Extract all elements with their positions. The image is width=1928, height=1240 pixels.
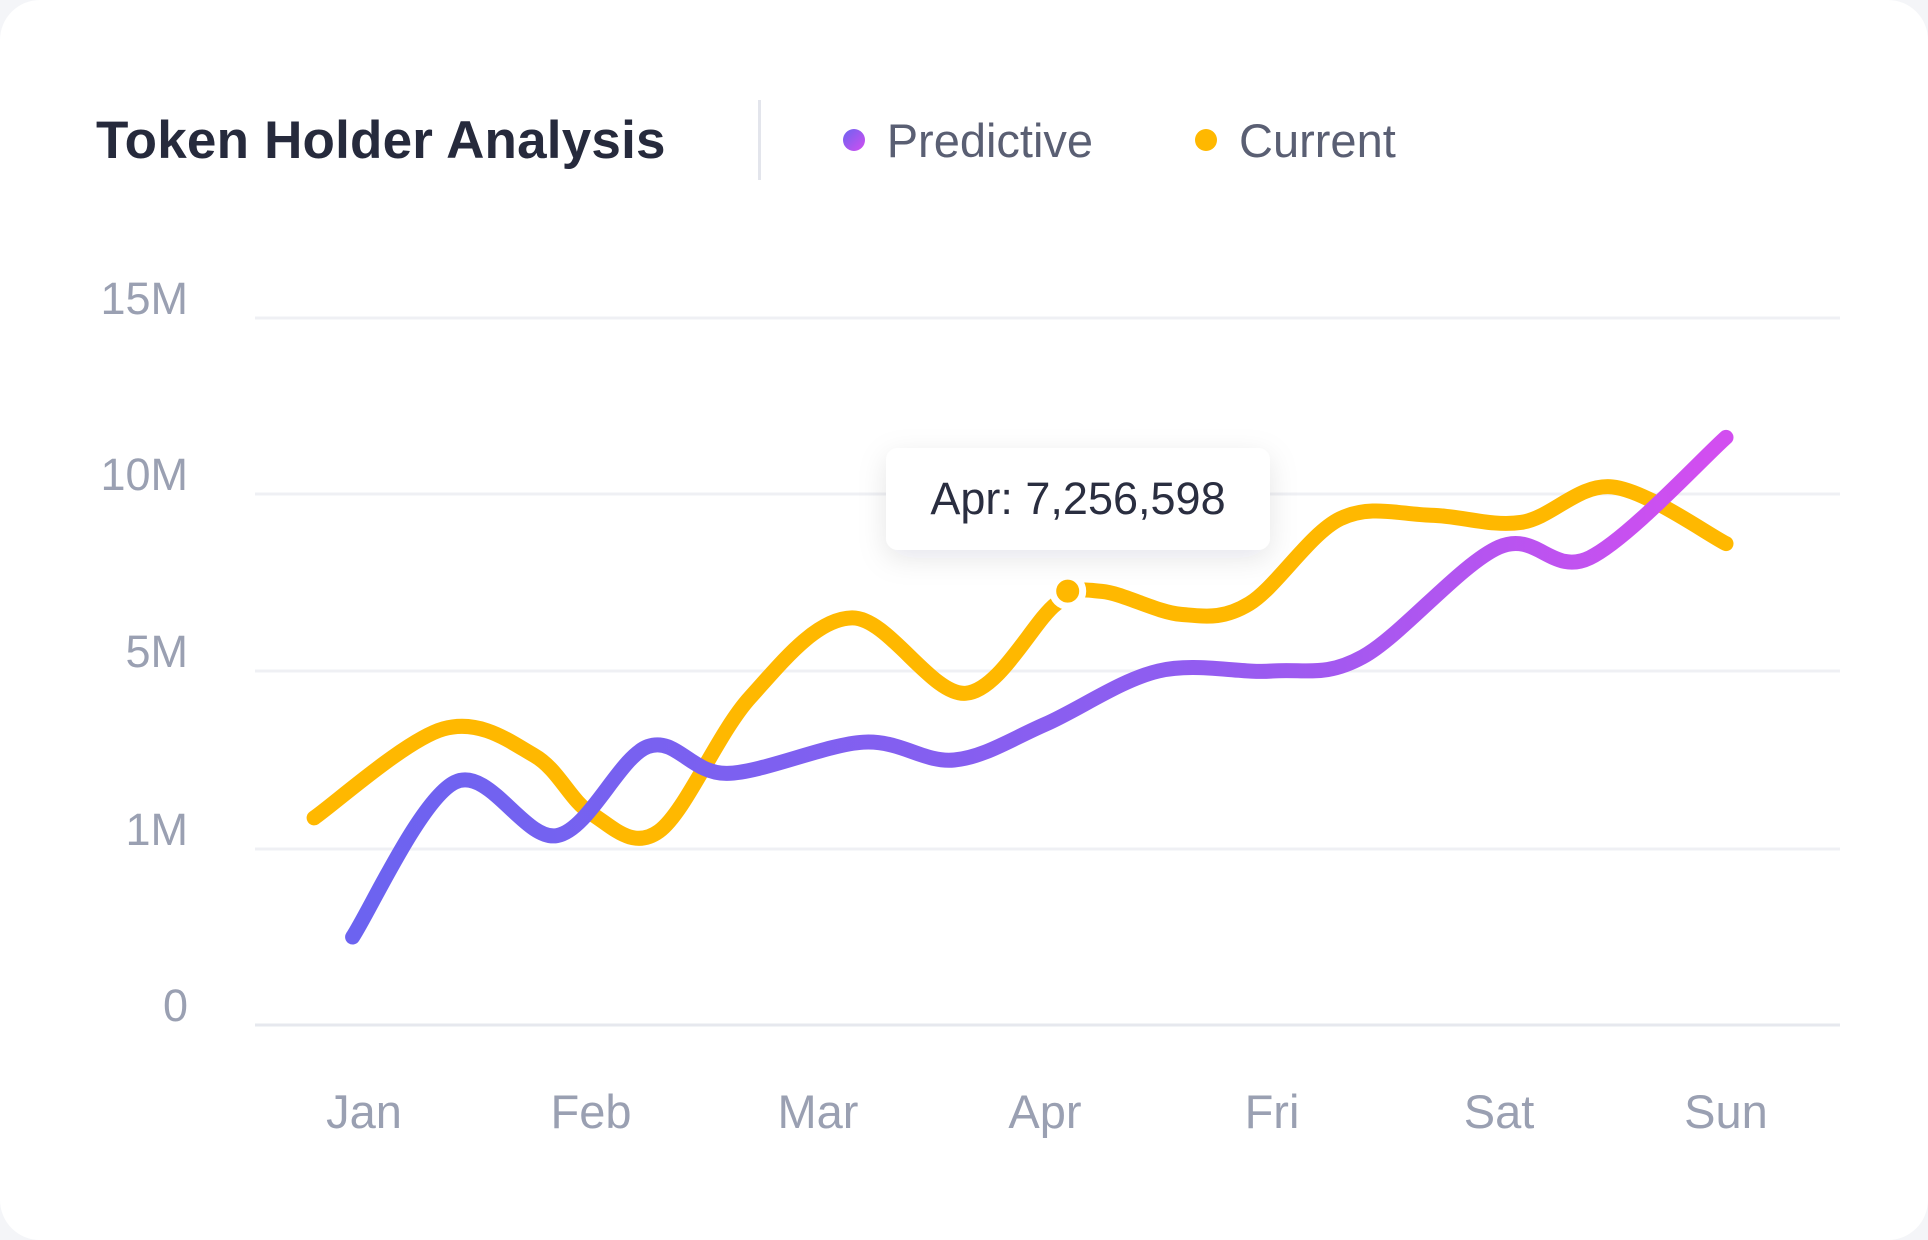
x-tick-label: Mar	[778, 1085, 859, 1138]
legend-dot-predictive	[842, 129, 865, 151]
x-tick-label: Apr	[1008, 1085, 1081, 1138]
x-tick-label: Feb	[551, 1085, 632, 1138]
header-divider	[757, 100, 761, 180]
y-tick-label: 15M	[100, 273, 188, 324]
tooltip-box	[886, 448, 1270, 550]
chart-header: Token Holder Analysis Predictive Current	[96, 100, 1498, 180]
x-axis-ticks: Jan Feb Mar Apr Fri Sat Sun	[326, 1085, 1768, 1138]
x-tick-label: Sun	[1684, 1085, 1768, 1138]
y-tick-label: 1M	[125, 804, 188, 855]
y-tick-label: 5M	[125, 626, 188, 677]
tooltip-label: Apr: 7,256,598	[930, 473, 1225, 524]
x-tick-label: Sat	[1464, 1085, 1535, 1138]
x-tick-label: Fri	[1245, 1085, 1300, 1138]
chart-title: Token Holder Analysis	[96, 110, 666, 170]
tooltip-marker[interactable]	[1049, 572, 1087, 610]
series-line-predictive[interactable]	[345, 429, 1734, 945]
legend-label-current: Current	[1239, 113, 1396, 167]
legend-item-predictive[interactable]: Predictive	[842, 113, 1094, 168]
legend-dot-current	[1195, 129, 1218, 151]
y-tick-label: 10M	[100, 449, 188, 500]
grid-lines	[255, 316, 1840, 1027]
legend-item-current[interactable]: Current	[1195, 113, 1396, 168]
series-lines	[306, 429, 1734, 945]
legend-label-predictive: Predictive	[886, 113, 1094, 167]
y-axis-ticks: 15M 10M 5M 1M 0	[100, 273, 188, 1031]
x-tick-label: Jan	[326, 1085, 402, 1138]
tooltip: Apr: 7,256,598	[886, 448, 1270, 610]
y-tick-label: 0	[163, 980, 188, 1031]
series-line-current[interactable]	[306, 479, 1734, 846]
